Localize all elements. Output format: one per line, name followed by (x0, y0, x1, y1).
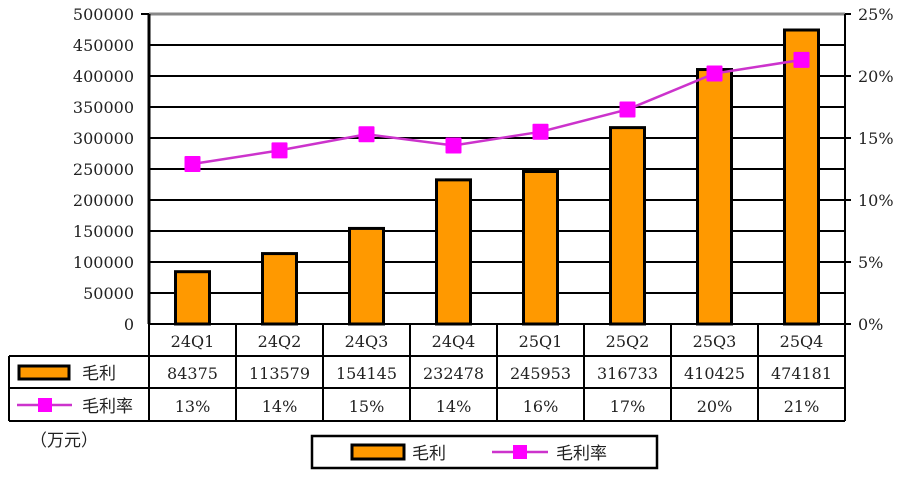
y-right-tick: 20% (858, 67, 894, 86)
line-legend-key (38, 398, 52, 412)
marker-25Q2 (619, 101, 636, 118)
unit-note: （万元） (30, 431, 98, 451)
y-right-tick: 0% (858, 315, 883, 334)
row-header-line: 毛利率 (82, 397, 133, 417)
bar-value: 154145 (336, 364, 397, 383)
gridlines (149, 12, 845, 325)
legend-bar-key (350, 443, 406, 461)
bar-24Q1 (174, 270, 211, 326)
bar-value: 113579 (249, 364, 310, 383)
bar-25Q2 (609, 126, 646, 326)
y-left-tick: 0 (124, 315, 134, 334)
margin-line (192, 58, 802, 166)
right-y-axis-ticks: 0% 5% 10% 15% 20% 25% (858, 5, 894, 334)
y-right-tick: 15% (858, 129, 894, 148)
y-left-tick: 300000 (73, 129, 134, 148)
legend-line-key (513, 445, 527, 459)
y-left-tick: 450000 (73, 36, 134, 55)
marker-24Q2 (271, 142, 288, 159)
row-header-bar: 毛利 (82, 364, 116, 384)
line-series (184, 51, 810, 173)
line-value: 13% (175, 397, 211, 416)
marker-25Q4 (793, 51, 810, 68)
line-value: 15% (349, 397, 385, 416)
legend-bar-label: 毛利 (412, 444, 446, 464)
line-value: 17% (610, 397, 646, 416)
category-label: 25Q1 (519, 332, 563, 351)
category-label: 24Q4 (432, 332, 476, 351)
marker-24Q1 (184, 156, 201, 173)
bar-24Q4 (435, 178, 472, 326)
line-value: 16% (523, 397, 559, 416)
bar-24Q2 (261, 252, 298, 326)
category-label: 25Q2 (606, 332, 650, 351)
left-y-axis-ticks: 0 50000 100000 150000 200000 250000 300000 3500… (73, 5, 134, 334)
y-right-tick: 25% (858, 5, 894, 24)
category-label: 25Q4 (780, 332, 824, 351)
y-right-tick: 5% (858, 253, 883, 272)
data-table: 24Q1 84375 13% 24Q2 113579 14% 24Q3 154145 15% 24… (8, 323, 846, 422)
bar-24Q3 (348, 226, 385, 326)
category-label: 24Q1 (171, 332, 215, 351)
y-left-tick: 350000 (73, 98, 134, 117)
y-left-tick: 100000 (73, 253, 134, 272)
line-value: 21% (784, 397, 820, 416)
y-left-tick: 400000 (73, 67, 134, 86)
line-value: 14% (262, 397, 298, 416)
y-left-tick: 50000 (83, 284, 134, 303)
bar-value: 316733 (597, 364, 658, 383)
legend-line-label: 毛利率 (556, 444, 607, 464)
category-label: 25Q3 (693, 332, 737, 351)
bar-25Q1 (522, 170, 559, 326)
line-value: 20% (697, 397, 733, 416)
y-left-tick: 500000 (73, 5, 134, 24)
legend: 毛利 毛利率 (310, 434, 659, 470)
bar-legend-key (17, 364, 71, 381)
bar-value: 410425 (684, 364, 745, 383)
marker-24Q3 (358, 126, 375, 143)
axes (141, 13, 851, 325)
bar-value: 474181 (771, 364, 832, 383)
marker-24Q4 (445, 137, 462, 154)
bar-value: 232478 (423, 364, 484, 383)
bar-value: 84375 (167, 364, 218, 383)
marker-25Q3 (706, 65, 723, 82)
bar-25Q3 (696, 68, 733, 326)
y-left-tick: 250000 (73, 160, 134, 179)
bar-25Q4 (783, 28, 820, 326)
category-label: 24Q2 (258, 332, 302, 351)
category-label: 24Q3 (345, 332, 389, 351)
line-value: 14% (436, 397, 472, 416)
bar-series (174, 28, 820, 326)
y-right-tick: 10% (858, 191, 894, 210)
y-left-tick: 200000 (73, 191, 134, 210)
y-left-tick: 150000 (73, 222, 134, 241)
marker-25Q1 (532, 123, 549, 140)
bar-value: 245953 (510, 364, 571, 383)
